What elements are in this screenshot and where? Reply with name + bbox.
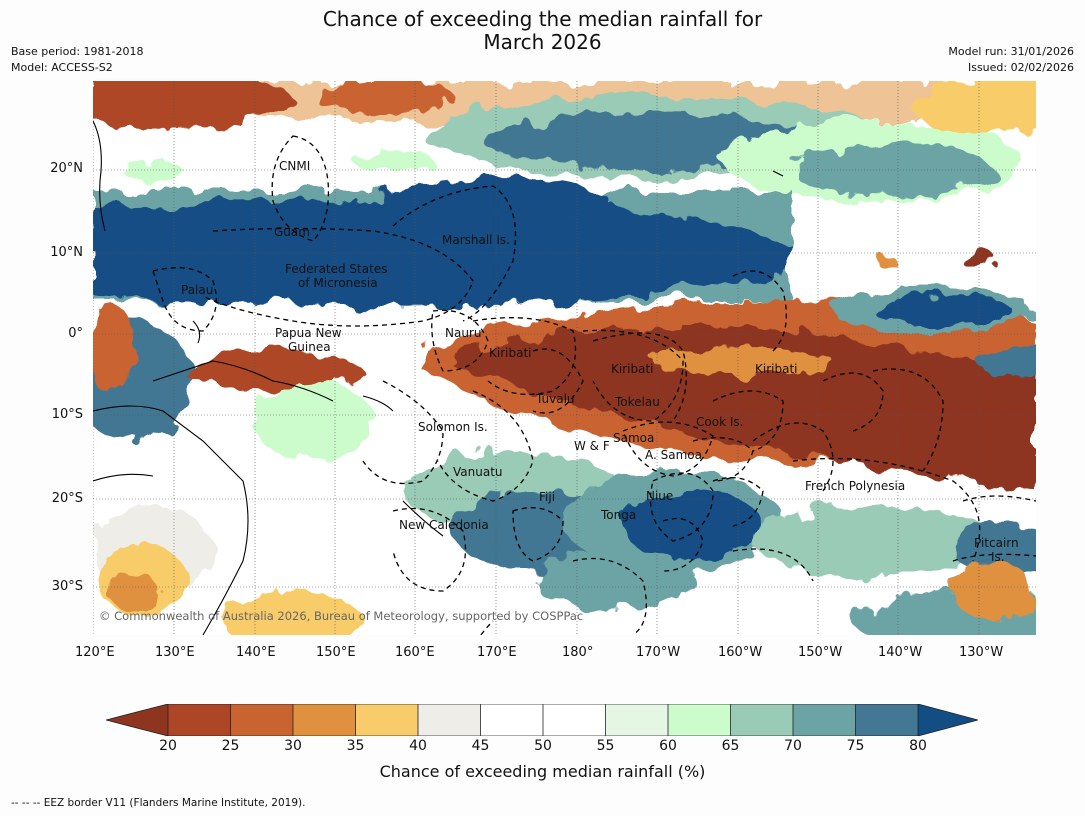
- label-cook: Cook Is.: [696, 415, 743, 429]
- label-pitcairn-2: Is.: [991, 550, 1005, 564]
- label-new-caledonia: New Caledonia: [399, 518, 489, 532]
- colorbar-bin-20-25: [168, 704, 231, 736]
- lon-tick-140w: 140°W: [878, 645, 923, 660]
- label-niue: Niue: [646, 489, 673, 503]
- colorbar-tick: 35: [346, 738, 365, 754]
- colorbar-tick: 55: [596, 738, 615, 754]
- colorbar-bin-75-80: [855, 704, 918, 736]
- label-nauru: Nauru: [445, 326, 481, 340]
- label-cnmi: CNMI: [279, 159, 310, 173]
- eez-footnote: -- -- -- EEZ border V11 (Flanders Marine…: [11, 797, 306, 809]
- colorbar-tick: 30: [284, 738, 302, 754]
- region-labels: CNMI Guam Marshall Is. Federated States …: [181, 159, 1019, 564]
- colorbar-tick: 80: [909, 738, 927, 754]
- lat-tick-30s: 30°S: [51, 579, 83, 594]
- rainfall-map: CNMI Guam Marshall Is. Federated States …: [93, 81, 1036, 635]
- label-kiribati-west: Kiribati: [489, 346, 531, 360]
- issued-date: Issued: 02/02/2026: [967, 61, 1074, 74]
- lon-tick-170w: 170°W: [636, 645, 681, 660]
- lon-tick-160w: 160°W: [718, 645, 763, 660]
- label-fsm-2: of Micronesia: [298, 276, 378, 290]
- lon-tick-150w: 150°W: [798, 645, 843, 660]
- colorbar-tick: 20: [159, 738, 177, 754]
- colorbar-tick: 65: [721, 738, 740, 754]
- label-kiribati-central: Kiribati: [611, 362, 653, 376]
- title-line-2: March 2026: [483, 30, 602, 54]
- colorbar: [106, 704, 978, 736]
- label-samoa: Samoa: [613, 431, 654, 445]
- label-tuvalu: Tuvalu: [535, 392, 575, 406]
- label-guam: Guam: [274, 225, 310, 239]
- colorbar-bin-55-60: [605, 704, 668, 736]
- colorbar-tick: 25: [221, 738, 240, 754]
- meta-left: Base period: 1981-2018 Model: ACCESS-S2: [11, 44, 143, 76]
- title-line-1: Chance of exceeding the median rainfall …: [322, 7, 763, 31]
- lon-tick-170e: 170°E: [477, 645, 517, 660]
- colorbar-tick: 50: [534, 738, 552, 754]
- colorbar-tick: 60: [659, 738, 677, 754]
- label-tokelau: Tokelau: [614, 395, 660, 409]
- label-asamoa: A. Samoa: [645, 448, 702, 462]
- label-fsm-1: Federated States: [285, 262, 387, 276]
- map-canvas: CNMI Guam Marshall Is. Federated States …: [93, 81, 1036, 635]
- lon-tick-120e: 120°E: [75, 645, 115, 660]
- label-solomon: Solomon Is.: [418, 420, 488, 434]
- base-period: Base period: 1981-2018: [11, 45, 144, 58]
- colorbar-bin-45-50: [480, 704, 543, 736]
- probability-fields: [93, 81, 1036, 635]
- lon-tick-160e: 160°E: [395, 645, 435, 660]
- eez-borders: [152, 135, 1036, 635]
- label-palau: Palau: [181, 283, 213, 297]
- label-marshall: Marshall Is.: [442, 233, 510, 247]
- colorbar-tick: 40: [409, 738, 427, 754]
- colorbar-bin-50-55: [543, 704, 606, 736]
- lon-tick-180: 180°: [562, 645, 594, 660]
- colorbar-bin-65-70: [730, 704, 793, 736]
- model-name: Model: ACCESS-S2: [11, 61, 113, 74]
- colorbar-tick: 45: [471, 738, 490, 754]
- label-png-1: Papua New: [275, 326, 342, 340]
- meta-right: Model run: 31/01/2026 Issued: 02/02/2026: [948, 44, 1074, 76]
- lat-tick-0: 0°: [68, 326, 83, 341]
- label-pitcairn-1: Pitcairn: [974, 536, 1019, 550]
- colorbar-bin-60-65: [668, 704, 731, 736]
- colorbar-bin-30-35: [293, 704, 356, 736]
- label-wf: W & F: [574, 439, 610, 453]
- copyright-notice: © Commonwealth of Australia 2026, Bureau…: [99, 609, 584, 623]
- chart-title: Chance of exceeding the median rainfall …: [0, 8, 1085, 54]
- lon-tick-150e: 150°E: [316, 645, 356, 660]
- lon-tick-130w: 130°W: [959, 645, 1004, 660]
- label-png-2: Guinea: [288, 340, 331, 354]
- colorbar-bin-35-40: [355, 704, 418, 736]
- colorbar-bin-70-75: [793, 704, 856, 736]
- colorbar-tick: 70: [784, 738, 802, 754]
- lat-tick-10s: 10°S: [51, 407, 83, 422]
- label-tonga: Tonga: [600, 508, 636, 522]
- model-run: Model run: 31/01/2026: [948, 45, 1074, 58]
- label-fiji: Fiji: [539, 490, 555, 504]
- lat-tick-20n: 20°N: [50, 161, 83, 176]
- colorbar-bin-40-45: [418, 704, 481, 736]
- coastlines: [93, 120, 784, 635]
- lon-tick-140e: 140°E: [236, 645, 276, 660]
- colorbar-extend-high: [918, 704, 978, 736]
- colorbar-bin-25-30: [230, 704, 293, 736]
- label-french-polynesia: French Polynesia: [805, 479, 905, 493]
- colorbar-extend-low: [106, 704, 168, 736]
- colorbar-tick: 75: [846, 738, 865, 754]
- lat-tick-10n: 10°N: [50, 245, 83, 260]
- graticule: [93, 81, 1036, 635]
- label-vanuatu: Vanuatu: [453, 465, 503, 479]
- lon-tick-130e: 130°E: [155, 645, 195, 660]
- label-kiribati-east: Kiribati: [755, 362, 797, 376]
- lat-tick-20s: 20°S: [51, 491, 83, 506]
- colorbar-title: Chance of exceeding median rainfall (%): [379, 762, 706, 781]
